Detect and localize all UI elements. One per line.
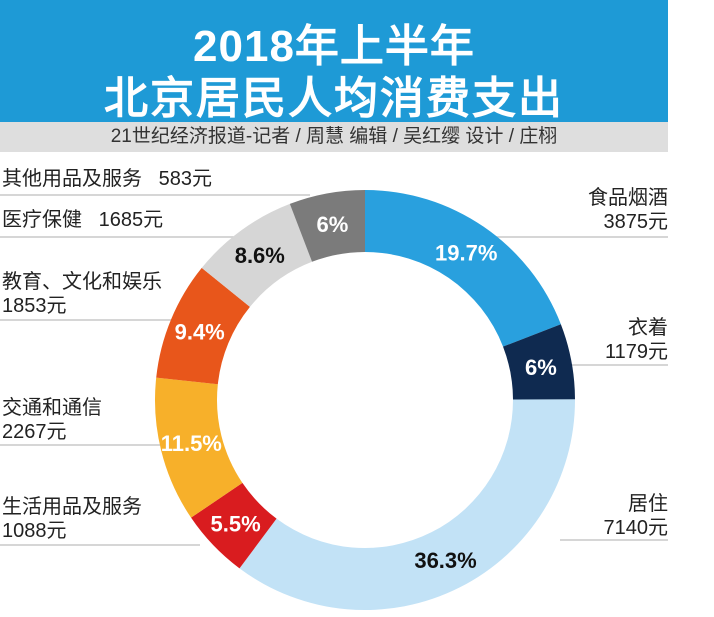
donut-slice xyxy=(365,190,561,347)
slice-percent-label: 36.3% xyxy=(414,548,476,573)
category-amount: 7140元 xyxy=(603,517,669,539)
category-amount: 1853元 xyxy=(2,295,67,317)
donut-slice xyxy=(239,399,575,610)
category-label: 生活用品及服务 1088元 xyxy=(2,495,142,543)
category-label: 衣着 1179元 xyxy=(605,316,668,364)
donut-slice xyxy=(156,267,250,385)
category-name: 交通和通信 xyxy=(2,397,102,419)
title-banner: 2018年上半年 北京居民人均消费支出 xyxy=(0,0,668,123)
donut-slice xyxy=(191,482,277,569)
slice-percent-label: 6% xyxy=(525,355,557,380)
category-label: 居住 7140元 xyxy=(604,492,669,540)
category-amount: 2267元 xyxy=(2,421,67,443)
donut-slice xyxy=(155,377,243,518)
category-name: 医疗保健 xyxy=(2,209,82,231)
credits-bar: 21世纪经济报道-记者 / 周慧 编辑 / 吴红缨 设计 / 庄栩 xyxy=(0,122,668,152)
category-label: 医疗保健 1685元 xyxy=(2,208,163,232)
category-amount: 1685元 xyxy=(98,209,164,231)
slice-percent-label: 6% xyxy=(317,212,349,237)
category-name: 居住 xyxy=(628,493,668,515)
slice-percent-label: 9.4% xyxy=(175,319,225,344)
donut-slice xyxy=(289,190,365,262)
category-label: 食品烟酒 3875元 xyxy=(588,186,668,234)
category-amount: 583元 xyxy=(158,168,213,190)
category-name: 教育、文化和娱乐 xyxy=(2,271,162,293)
title-line-1: 2018年上半年 xyxy=(193,22,475,71)
category-label: 其他用品及服务 583元 xyxy=(2,167,212,191)
category-amount: 1088元 xyxy=(2,520,67,542)
category-name: 食品烟酒 xyxy=(588,187,668,209)
slice-percent-label: 8.6% xyxy=(235,243,285,268)
slice-percent-label: 11.5% xyxy=(161,431,222,456)
title-line-2: 北京居民人均消费支出 xyxy=(104,74,564,123)
donut-slice xyxy=(201,203,313,307)
slice-percent-label: 19.7% xyxy=(435,240,497,265)
category-label: 教育、文化和娱乐 1853元 xyxy=(2,270,162,318)
category-amount: 3875元 xyxy=(603,211,669,233)
category-name: 生活用品及服务 xyxy=(2,496,142,518)
category-label: 交通和通信 2267元 xyxy=(2,396,102,444)
slice-percent-label: 5.5% xyxy=(210,512,260,537)
category-amount: 1179元 xyxy=(604,341,668,363)
donut-slice xyxy=(503,324,575,400)
category-name: 衣着 xyxy=(628,317,668,339)
category-name: 其他用品及服务 xyxy=(2,168,142,190)
